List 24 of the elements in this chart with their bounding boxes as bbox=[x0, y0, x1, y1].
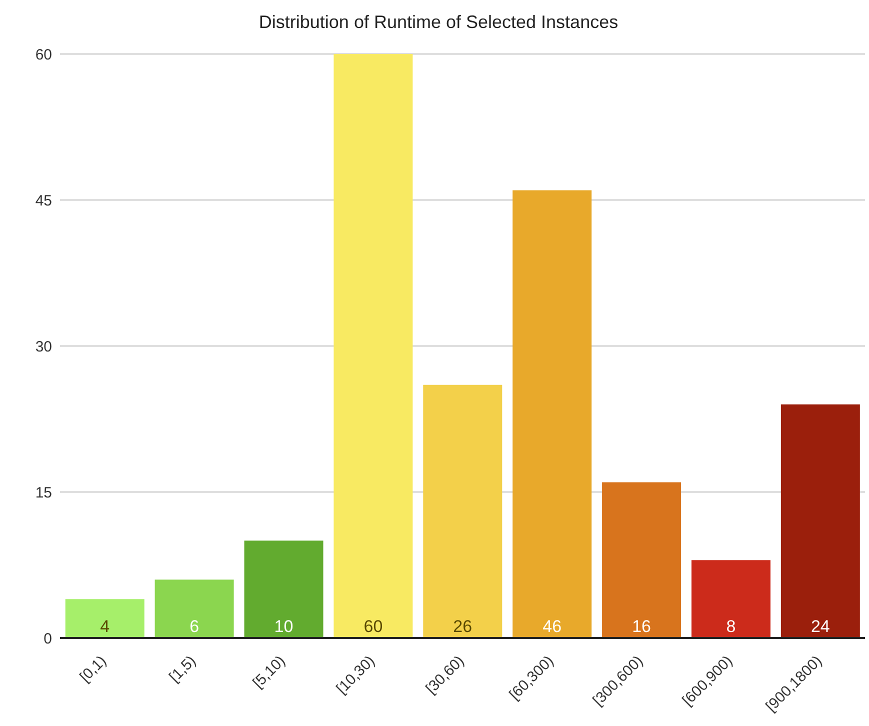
bar bbox=[244, 540, 324, 638]
bar bbox=[780, 404, 860, 638]
bar bbox=[691, 560, 770, 638]
data-label: 10 bbox=[274, 617, 294, 636]
data-label: 46 bbox=[542, 617, 562, 636]
bar bbox=[602, 482, 682, 638]
bar bbox=[334, 54, 413, 638]
y-tick-label: 30 bbox=[35, 338, 52, 356]
bar bbox=[154, 580, 234, 638]
bar bbox=[423, 384, 502, 638]
bar bbox=[512, 190, 592, 638]
data-label: 6 bbox=[190, 617, 200, 636]
data-label: 60 bbox=[364, 617, 383, 636]
data-label: 4 bbox=[100, 617, 110, 636]
data-label: 8 bbox=[726, 617, 736, 636]
bar bbox=[65, 599, 144, 638]
y-tick-label: 15 bbox=[35, 484, 52, 502]
data-label: 26 bbox=[453, 617, 472, 636]
y-tick-label: 60 bbox=[35, 46, 52, 64]
data-label: 24 bbox=[810, 617, 830, 636]
data-label: 16 bbox=[632, 617, 651, 636]
y-tick-label: 0 bbox=[44, 630, 52, 648]
y-tick-label: 45 bbox=[35, 192, 52, 210]
chart-title: Distribution of Runtime of Selected Instances bbox=[258, 11, 620, 34]
